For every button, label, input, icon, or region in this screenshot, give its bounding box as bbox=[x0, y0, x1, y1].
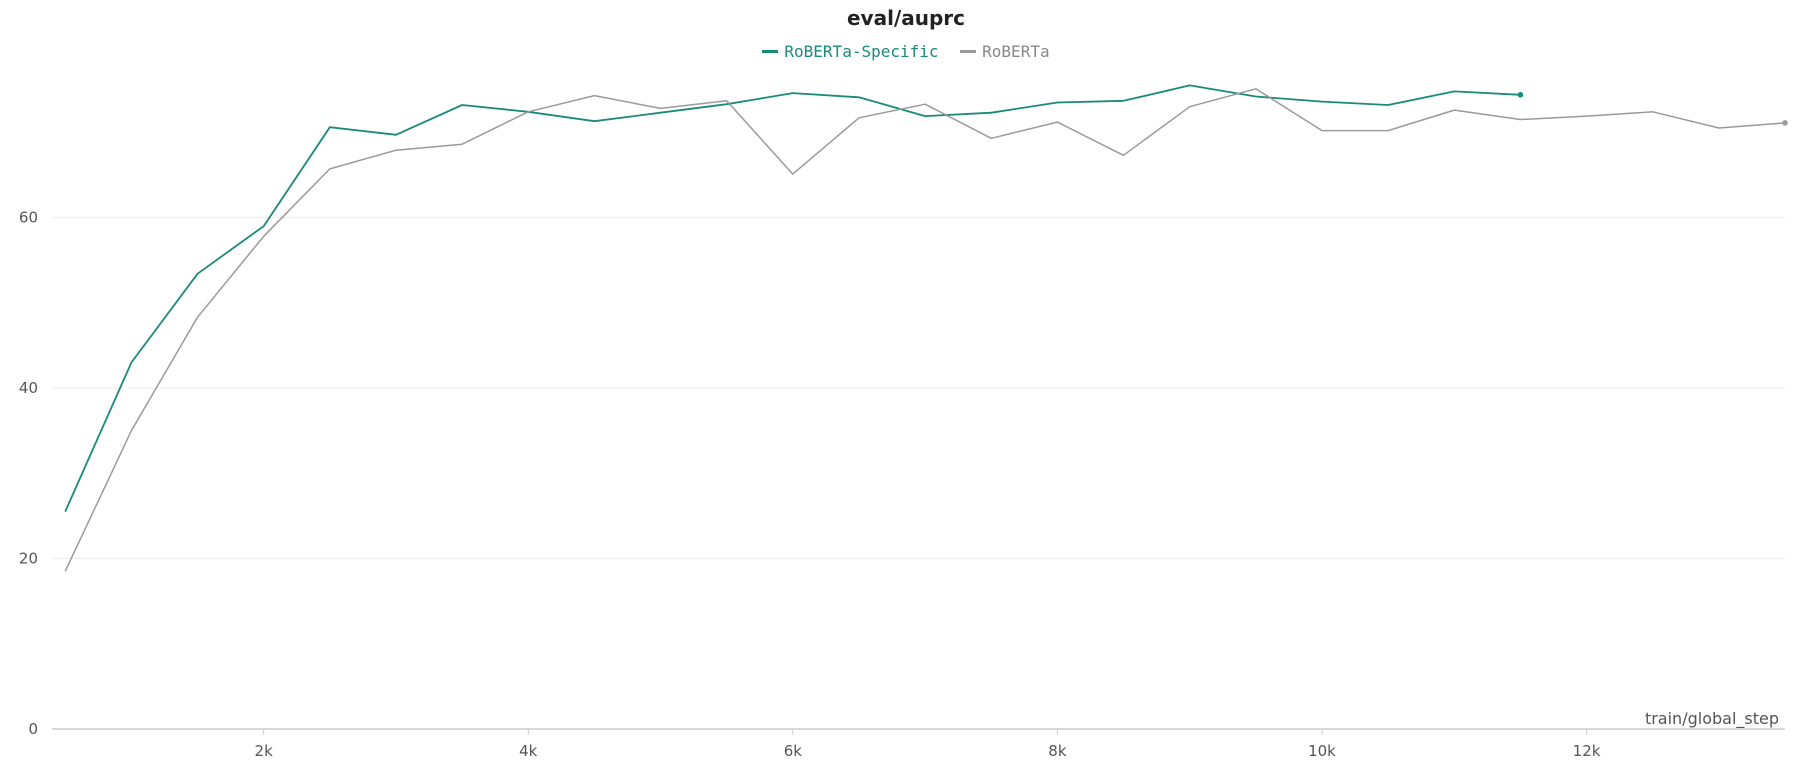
x-tick-label-2k: 2k bbox=[255, 742, 274, 760]
series-line-roberta bbox=[64, 88, 1786, 572]
y-tick-label-20: 20 bbox=[19, 550, 38, 568]
series-endpoint-roberta bbox=[1782, 120, 1788, 126]
legend-swatch-roberta-specific bbox=[762, 50, 779, 53]
legend: RoBERTa-Specific RoBERTa bbox=[0, 38, 1803, 61]
legend-item-roberta-specific[interactable]: RoBERTa-Specific bbox=[762, 42, 939, 61]
x-tick-label-10k: 10k bbox=[1308, 742, 1336, 760]
x-tick-label-6k: 6k bbox=[784, 742, 803, 760]
x-tick-label-4k: 4k bbox=[519, 742, 538, 760]
x-tick-label-8k: 8k bbox=[1048, 742, 1067, 760]
legend-label-roberta: RoBERTa bbox=[982, 42, 1050, 61]
series-line-roberta-specific bbox=[64, 84, 1521, 512]
x-tick-label-12k: 12k bbox=[1573, 742, 1601, 760]
chart-title: eval/auprc bbox=[846, 6, 966, 30]
series-lines bbox=[64, 84, 1788, 572]
legend-item-roberta[interactable]: RoBERTa bbox=[960, 42, 1050, 61]
gridlines bbox=[52, 217, 1785, 560]
x-axis-label: train/global_step bbox=[1645, 709, 1779, 729]
y-tick-label-0: 0 bbox=[28, 720, 38, 738]
y-tick-label-40: 40 bbox=[19, 379, 38, 397]
legend-label-roberta-specific: RoBERTa-Specific bbox=[784, 42, 939, 61]
axes: 0 20 40 60 2k 4k 6k 8k 10k 12k bbox=[19, 209, 1785, 760]
y-tick-label-60: 60 bbox=[19, 209, 38, 227]
legend-swatch-roberta bbox=[960, 50, 977, 53]
series-endpoint-roberta-specific bbox=[1517, 91, 1524, 98]
